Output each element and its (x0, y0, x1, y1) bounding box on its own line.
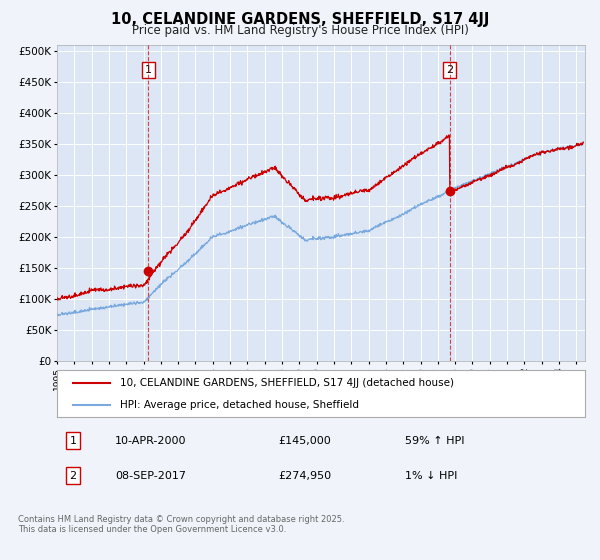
Text: 08-SEP-2017: 08-SEP-2017 (115, 470, 186, 480)
Text: 59% ↑ HPI: 59% ↑ HPI (406, 436, 465, 446)
Text: 1: 1 (70, 436, 76, 446)
Text: £145,000: £145,000 (279, 436, 332, 446)
Text: £274,950: £274,950 (279, 470, 332, 480)
Text: HPI: Average price, detached house, Sheffield: HPI: Average price, detached house, Shef… (121, 400, 359, 410)
Text: 10, CELANDINE GARDENS, SHEFFIELD, S17 4JJ: 10, CELANDINE GARDENS, SHEFFIELD, S17 4J… (111, 12, 489, 27)
Text: 1% ↓ HPI: 1% ↓ HPI (406, 470, 458, 480)
Text: 2: 2 (69, 470, 76, 480)
Text: 2: 2 (446, 64, 453, 74)
Text: 1: 1 (145, 64, 152, 74)
Text: Price paid vs. HM Land Registry's House Price Index (HPI): Price paid vs. HM Land Registry's House … (131, 24, 469, 36)
Text: Contains HM Land Registry data © Crown copyright and database right 2025.: Contains HM Land Registry data © Crown c… (18, 515, 344, 524)
Text: This data is licensed under the Open Government Licence v3.0.: This data is licensed under the Open Gov… (18, 525, 286, 534)
Text: 10, CELANDINE GARDENS, SHEFFIELD, S17 4JJ (detached house): 10, CELANDINE GARDENS, SHEFFIELD, S17 4J… (121, 378, 454, 388)
Text: 10-APR-2000: 10-APR-2000 (115, 436, 187, 446)
